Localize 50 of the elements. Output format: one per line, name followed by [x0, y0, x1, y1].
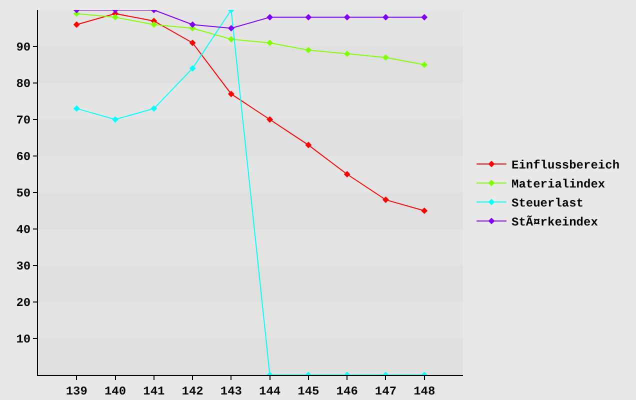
point — [228, 36, 234, 42]
x-tick-label: 147 — [374, 384, 397, 398]
point — [73, 105, 80, 112]
y-tick-label: 30 — [16, 260, 31, 274]
point — [382, 196, 389, 204]
point — [421, 208, 428, 214]
point — [73, 21, 80, 28]
x-tick-label: 139 — [66, 384, 88, 398]
point — [266, 14, 274, 21]
point — [189, 65, 196, 72]
point — [305, 142, 312, 148]
point — [228, 90, 234, 98]
point — [266, 116, 274, 123]
x-tick-label: 145 — [298, 384, 320, 398]
point — [344, 50, 350, 58]
x-tick-label: 143 — [220, 384, 242, 398]
x-tick-label: 146 — [336, 384, 358, 398]
point — [112, 116, 119, 123]
point — [382, 14, 389, 21]
x-tick-label: 141 — [143, 384, 165, 398]
y-tick-label: 90 — [16, 40, 31, 55]
point — [189, 40, 196, 46]
point — [382, 54, 389, 61]
y-tick-label: 50 — [16, 186, 31, 201]
point — [305, 46, 312, 54]
legend-label: StÃ¤rkeindex — [512, 216, 598, 230]
x-tick-label: 140 — [104, 384, 126, 398]
point — [189, 21, 196, 28]
x-tick-label: 142 — [182, 384, 204, 398]
point — [150, 21, 158, 28]
y-tick-label: 40 — [16, 223, 31, 238]
legend-label: Materialindex — [512, 178, 606, 192]
y-tick-label: 20 — [16, 296, 31, 310]
point — [344, 171, 350, 178]
y-tick-label: 60 — [16, 150, 31, 164]
point — [150, 105, 158, 112]
legend-label: Einflussbereich — [512, 158, 620, 173]
point — [228, 25, 234, 32]
x-tick-label: 144 — [259, 384, 281, 398]
point — [266, 40, 274, 46]
x-tick-label: 148 — [414, 384, 436, 398]
y-tick-label: 70 — [16, 114, 31, 128]
point — [305, 14, 312, 21]
point — [344, 14, 350, 21]
y-tick-label: 80 — [16, 77, 31, 92]
y-tick-label: 10 — [16, 332, 31, 347]
legend-label: Steuerlast — [512, 196, 584, 211]
point — [421, 14, 428, 21]
point — [112, 14, 119, 21]
point — [421, 62, 428, 68]
